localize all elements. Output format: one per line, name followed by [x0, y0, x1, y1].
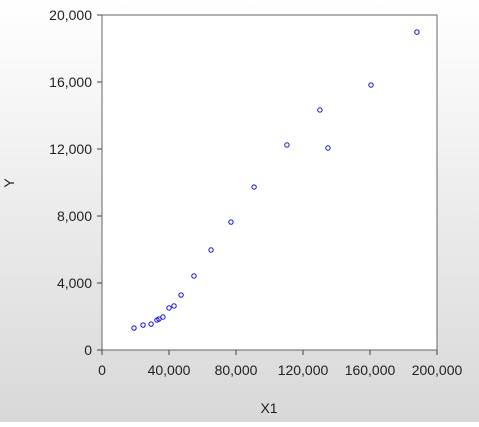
x-axis-label: X1 [260, 400, 277, 416]
x-tick-label: 120,000 [278, 362, 329, 378]
point [191, 273, 197, 279]
x-tick-label: 200,000 [412, 362, 463, 378]
y-tick-label: 20,000 [49, 7, 92, 23]
point [208, 247, 214, 253]
point [171, 303, 177, 309]
point [131, 325, 137, 331]
point [178, 292, 184, 298]
plot-area [101, 14, 438, 351]
point [368, 82, 374, 88]
x-tick-label: 160,000 [345, 362, 396, 378]
point [140, 322, 146, 328]
y-tick-label: 16,000 [49, 74, 92, 90]
point [228, 219, 234, 225]
point [284, 142, 290, 148]
x-tick-label: 40,000 [148, 362, 191, 378]
point [325, 145, 331, 151]
y-axis-label: Y [1, 178, 17, 188]
y-tick-label: 12,000 [49, 141, 92, 157]
point [156, 316, 162, 322]
point [148, 321, 154, 327]
x-tick-label: 80,000 [215, 362, 258, 378]
point [317, 107, 323, 113]
x-tick-label: 0 [98, 362, 106, 378]
point [160, 314, 166, 320]
point [251, 184, 257, 190]
y-tick-label: 0 [84, 342, 92, 358]
point [166, 305, 172, 311]
point [414, 29, 420, 35]
y-tick-label: 8,000 [57, 208, 92, 224]
y-tick-label: 4,000 [57, 275, 92, 291]
